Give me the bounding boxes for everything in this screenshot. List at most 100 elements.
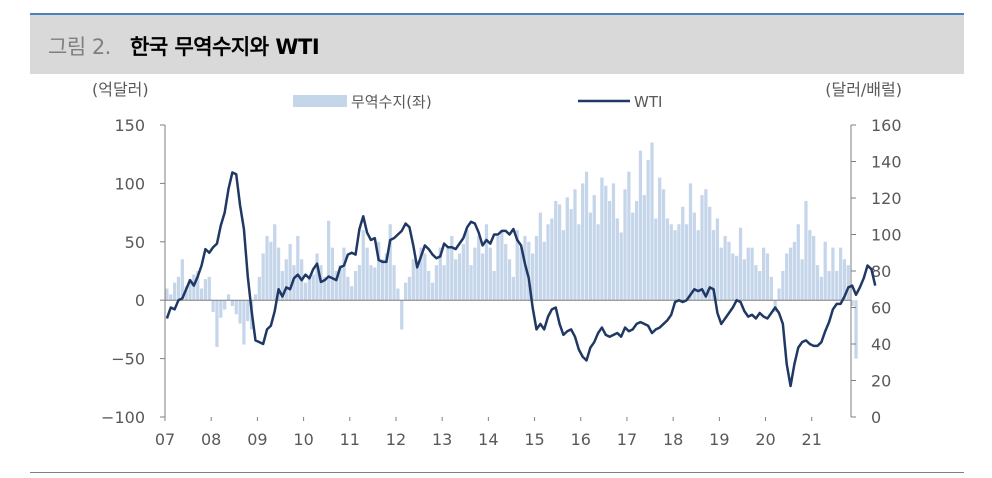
trade-balance-bar bbox=[400, 300, 404, 330]
trade-balance-bar bbox=[269, 241, 273, 301]
x-tick-label: 13 bbox=[432, 430, 452, 449]
trade-balance-bar bbox=[311, 274, 315, 301]
trade-balance-bar bbox=[353, 271, 358, 301]
x-tick-label: 19 bbox=[709, 430, 729, 449]
trade-balance-bar bbox=[384, 253, 388, 301]
right-tick-label: 60 bbox=[871, 299, 891, 318]
trade-balance-bar bbox=[812, 235, 816, 301]
trade-balance-bar bbox=[665, 218, 669, 301]
trade-balance-bar bbox=[500, 230, 504, 301]
trade-balance-bar bbox=[788, 247, 793, 301]
trade-balance-bar bbox=[365, 247, 369, 301]
trade-balance-bar bbox=[642, 195, 646, 301]
trade-balance-bar bbox=[842, 259, 847, 301]
trade-balance-bar bbox=[750, 247, 754, 301]
bottom-rule bbox=[30, 472, 964, 473]
trade-balance-bar bbox=[538, 212, 542, 301]
trade-balance-bar bbox=[165, 288, 169, 301]
trade-balance-bar bbox=[846, 265, 850, 301]
trade-balance-bar bbox=[377, 241, 381, 301]
trade-balance-bar bbox=[577, 224, 581, 301]
trade-balance-bar bbox=[484, 224, 489, 301]
trade-balance-bar bbox=[284, 259, 288, 301]
trade-balance-bar bbox=[330, 247, 335, 301]
trade-balance-bar bbox=[835, 271, 839, 301]
trade-balance-bar bbox=[685, 224, 689, 301]
trade-balance-bar bbox=[323, 276, 327, 301]
trade-balance-bar bbox=[727, 241, 731, 301]
trade-balance-bar bbox=[507, 259, 512, 301]
trade-balance-bar bbox=[188, 279, 192, 301]
trade-balance-bar bbox=[288, 244, 292, 301]
trade-balance-bar bbox=[203, 279, 208, 301]
trade-balance-bar bbox=[430, 282, 435, 301]
trade-balance-bar bbox=[854, 300, 858, 359]
trade-balance-bar bbox=[688, 183, 693, 301]
trade-balance-bar bbox=[542, 241, 546, 301]
trade-balance-bar bbox=[654, 218, 658, 301]
trade-balance-bar bbox=[480, 253, 485, 301]
trade-balance-bar bbox=[711, 230, 716, 301]
x-tick-label: 12 bbox=[386, 430, 406, 449]
trade-balance-bar bbox=[415, 265, 419, 301]
trade-balance-bar bbox=[434, 265, 439, 301]
trade-balance-bar bbox=[561, 230, 566, 301]
trade-balance-bar bbox=[600, 177, 604, 301]
trade-balance-bar bbox=[411, 259, 415, 301]
trade-balance-bar bbox=[681, 206, 685, 301]
right-tick-label: 120 bbox=[871, 189, 902, 208]
trade-balance-bar bbox=[677, 224, 681, 301]
left-tick-label: 0 bbox=[135, 291, 145, 310]
trade-balance-bar bbox=[715, 218, 720, 301]
trade-balance-bar bbox=[465, 230, 469, 301]
right-axis-label: (달러/배럴) bbox=[825, 80, 902, 99]
trade-balance-bar bbox=[531, 253, 535, 301]
trade-balance-bar bbox=[573, 189, 577, 301]
trade-balance-bar bbox=[315, 253, 319, 301]
x-tick-label: 16 bbox=[571, 430, 591, 449]
wti-line bbox=[165, 171, 877, 388]
trade-balance-bar bbox=[611, 183, 616, 301]
trade-balance-bar bbox=[215, 300, 219, 347]
trade-balance-bar bbox=[735, 255, 739, 301]
trade-balance-bar bbox=[369, 265, 373, 301]
trade-balance-bar bbox=[557, 204, 562, 301]
trade-balance-bar bbox=[761, 247, 766, 301]
trade-balance-bar bbox=[765, 253, 770, 301]
trade-balance-bar bbox=[392, 265, 396, 301]
trade-balance-bar bbox=[211, 300, 215, 312]
trade-balance-bar bbox=[403, 282, 408, 301]
trade-balance-bar bbox=[554, 200, 558, 301]
trade-balance-bar bbox=[169, 294, 173, 301]
trade-balance-bar bbox=[184, 286, 188, 301]
right-tick-label: 0 bbox=[871, 408, 881, 427]
trade-balance-bar bbox=[650, 142, 654, 301]
top-rule bbox=[30, 13, 964, 15]
trade-balance-bar bbox=[754, 265, 758, 301]
trade-balance-bar bbox=[427, 271, 431, 301]
figure-label: 그림 2. bbox=[48, 35, 111, 59]
trade-balance-bar bbox=[342, 247, 346, 301]
trade-balance-bar bbox=[296, 235, 300, 301]
trade-balance-bar bbox=[692, 212, 696, 301]
trade-balance-bar bbox=[261, 253, 265, 301]
left-axis-ticks: 150 100 50 0 −50 −100 bbox=[101, 116, 165, 427]
trade-balance-bar bbox=[631, 212, 635, 301]
trade-balance-bar bbox=[658, 177, 662, 301]
trade-balance-bar bbox=[442, 265, 446, 301]
trade-balance-bar bbox=[808, 230, 812, 301]
trade-balance-bar bbox=[777, 288, 781, 301]
trade-balance-bar bbox=[673, 230, 677, 301]
trade-balance-bar bbox=[396, 288, 400, 301]
trade-balance-bar bbox=[596, 224, 600, 301]
trade-balance-bar bbox=[338, 265, 342, 301]
right-tick-label: 140 bbox=[871, 153, 902, 172]
trade-balance-bar bbox=[623, 189, 627, 301]
trade-balance-bar bbox=[273, 224, 277, 301]
trade-balance-bar bbox=[488, 247, 492, 301]
trade-balance-bar bbox=[373, 267, 377, 301]
trade-balance-bar bbox=[438, 247, 442, 301]
trade-balance-bar bbox=[831, 247, 835, 301]
trade-balance-bar bbox=[700, 195, 704, 301]
